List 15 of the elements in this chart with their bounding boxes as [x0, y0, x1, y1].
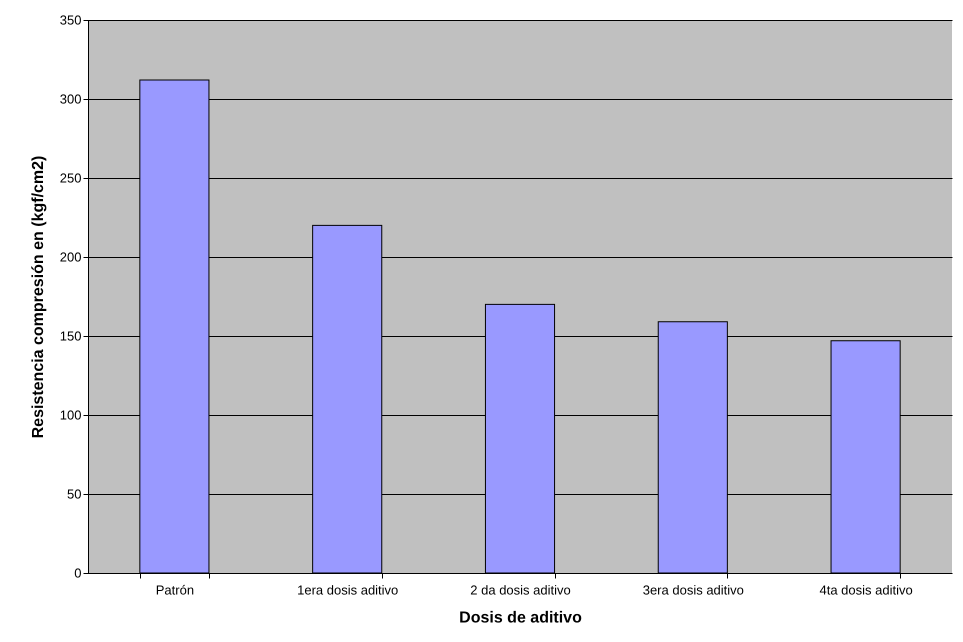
y-tick-label: 0: [74, 566, 82, 580]
y-axis-title: Resistencia compresión en (kgf/cm2): [30, 156, 47, 438]
x-tick-label: 2 da dosis aditivo: [470, 582, 571, 598]
x-tick-label: 4ta dosis aditivo: [819, 582, 913, 598]
x-axis-title: Dosis de aditivo: [459, 610, 582, 626]
y-tick-label: 250: [60, 170, 82, 186]
y-tick-label: 150: [60, 328, 82, 344]
x-tick-label: 1era dosis aditivo: [297, 582, 398, 598]
y-tick-label: 200: [60, 250, 82, 264]
x-tick-label: Patrón: [156, 582, 194, 598]
x-tick-label: 3era dosis aditivo: [642, 582, 744, 598]
y-tick-label: 350: [60, 12, 82, 28]
y-tick-label: 100: [60, 408, 82, 422]
y-tick-label: 300: [60, 92, 82, 106]
y-tick-label: 50: [67, 486, 82, 502]
